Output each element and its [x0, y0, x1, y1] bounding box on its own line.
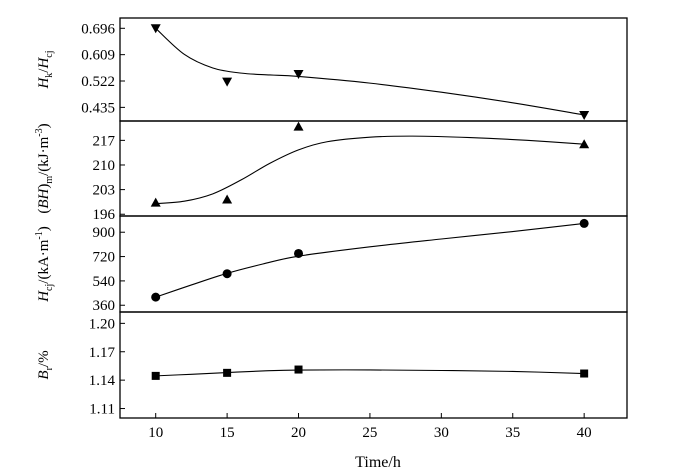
data-point-4-1: [151, 371, 160, 380]
panel-frame-2: [119, 120, 628, 217]
x-tick-label: 20: [291, 425, 306, 441]
y-axis-label-3: Hcj/(kA·m-1): [34, 226, 55, 303]
panel-frame-4: [119, 311, 628, 419]
data-point-2-2: [222, 194, 233, 204]
y-axis-label-4: Br/%: [36, 350, 55, 379]
fit-line-1: [155, 27, 585, 116]
y-axis-label-1: Hk/Hcj: [36, 50, 55, 89]
y-tick-label: 540: [93, 274, 116, 290]
data-point-1-1: [150, 24, 161, 34]
y-tick-label: 1.11: [89, 402, 115, 418]
y-tick-label: 0.696: [81, 21, 115, 37]
x-tick-label: 30: [434, 425, 449, 441]
panel-frame-3: [119, 215, 628, 313]
fit-line-2: [155, 135, 585, 205]
data-point-2-3: [293, 121, 304, 131]
data-point-2-4: [579, 139, 590, 149]
data-point-1-3: [293, 70, 304, 80]
x-tick-label: 10: [148, 425, 163, 441]
y-tick-label: 196: [93, 207, 116, 223]
data-point-3-2: [222, 269, 232, 279]
y-tick-label: 217: [93, 133, 116, 149]
data-point-3-3: [294, 248, 304, 258]
y-tick-label: 0.522: [81, 74, 115, 90]
x-tick-label: 15: [220, 425, 235, 441]
data-point-4-4: [580, 369, 589, 378]
y-axis-label-2: (BH)m/(kJ·m-3): [34, 123, 55, 213]
y-tick-label: 900: [93, 225, 116, 241]
y-tick-label: 0.435: [81, 100, 115, 116]
data-point-4-3: [294, 365, 303, 374]
y-tick-label: 203: [93, 183, 116, 199]
data-point-1-4: [579, 110, 590, 120]
fit-line-3: [155, 222, 585, 298]
y-tick-label: 210: [93, 158, 116, 174]
data-point-3-4: [579, 218, 589, 228]
y-tick-label: 1.20: [89, 316, 115, 332]
x-tick-label: 35: [505, 425, 520, 441]
data-point-4-2: [223, 368, 232, 377]
fit-line-4: [155, 369, 585, 377]
y-tick-label: 1.17: [89, 345, 116, 361]
y-tick-label: 1.14: [89, 373, 116, 389]
data-point-3-1: [151, 292, 161, 302]
x-axis-label: Time/h: [355, 454, 401, 471]
y-tick-label: 720: [93, 250, 116, 266]
x-tick-label: 40: [577, 425, 592, 441]
data-point-2-1: [150, 197, 161, 207]
data-point-1-2: [222, 77, 233, 87]
y-tick-label: 360: [93, 298, 116, 314]
y-tick-label: 0.609: [81, 48, 115, 64]
panel-frame-1: [119, 17, 628, 122]
x-tick-label: 25: [362, 425, 377, 441]
